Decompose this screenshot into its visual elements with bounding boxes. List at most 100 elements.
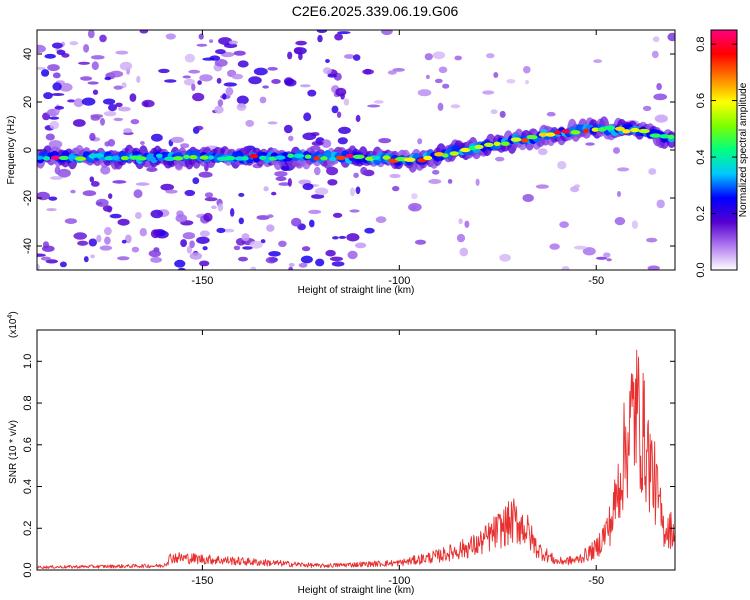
noise-blob	[183, 78, 195, 86]
noise-blob	[107, 139, 116, 147]
noise-blob	[263, 186, 269, 192]
noise-blob	[651, 50, 659, 59]
colorbar-tick-label: 0.4	[695, 149, 707, 164]
noise-blob	[175, 214, 188, 223]
noise-blob	[228, 40, 238, 45]
noise-blob	[438, 66, 448, 74]
noise-blob	[46, 208, 57, 212]
noise-blob	[115, 102, 123, 108]
noise-blob	[204, 192, 214, 198]
noise-blob	[585, 142, 595, 146]
ridge-core	[111, 155, 120, 160]
noise-blob	[656, 83, 662, 91]
colorbar-tick-label: 0.6	[695, 93, 707, 108]
noise-blob	[295, 40, 307, 46]
ridge-core	[293, 153, 305, 158]
noise-blob	[447, 179, 453, 184]
noise-blob	[99, 34, 107, 43]
noise-blob	[70, 189, 76, 194]
noise-blob	[211, 205, 217, 210]
noise-blob	[546, 111, 556, 117]
y-tick-label: 0	[22, 147, 34, 153]
noise-blob	[331, 105, 339, 114]
noise-blob	[77, 240, 89, 246]
noise-blob	[327, 179, 338, 186]
noise-blob	[109, 213, 122, 219]
snr-frame	[36, 329, 676, 571]
noise-blob	[288, 266, 294, 270]
noise-blob	[135, 212, 142, 219]
noise-blob	[236, 103, 247, 111]
noise-blob	[56, 49, 66, 56]
ridge-core	[668, 134, 675, 140]
ridge-core	[242, 156, 249, 161]
colorbar-label: Normalized spectral amplitude	[738, 82, 749, 217]
noise-blob	[428, 179, 442, 184]
noise-blob	[245, 119, 255, 127]
noise-blob	[414, 239, 427, 245]
ridge-core	[591, 127, 599, 132]
y-tick-label: 0.4	[22, 479, 34, 494]
noise-blob	[150, 209, 164, 219]
ridge-core	[304, 154, 312, 159]
ridge-core	[208, 155, 215, 160]
y-tick-label: 0.8	[22, 395, 34, 410]
noise-blob	[37, 66, 46, 70]
noise-blob	[595, 256, 608, 260]
noise-blob	[260, 239, 266, 244]
noise-blob	[100, 165, 111, 175]
noise-blob	[288, 262, 295, 267]
noise-blob	[311, 141, 324, 146]
ridge-core	[449, 151, 460, 156]
noise-blob	[37, 191, 50, 201]
colorbar-axes: 0.0 0.2 0.4 0.6 0.8	[695, 36, 737, 278]
noise-blob	[222, 93, 227, 100]
noise-blob	[108, 193, 113, 199]
noise-blob	[103, 98, 116, 105]
y-tick-label: 0.2	[22, 521, 34, 536]
noise-blob	[186, 245, 193, 254]
noise-blob	[303, 112, 312, 122]
noise-blob	[192, 177, 200, 185]
noise-blob	[182, 75, 191, 79]
noise-blob	[249, 240, 263, 249]
noise-blob	[613, 147, 620, 154]
noise-blob	[321, 139, 332, 148]
noise-blob	[338, 126, 351, 134]
noise-blob	[141, 99, 155, 108]
ridge-core	[313, 156, 320, 161]
ridge-core	[638, 128, 650, 134]
noise-blob	[316, 30, 328, 34]
noise-blob	[301, 246, 311, 252]
noise-blob	[499, 110, 506, 118]
noise-blob	[646, 237, 658, 243]
noise-blob	[204, 197, 218, 202]
noise-blob	[231, 73, 244, 80]
noise-blob	[347, 250, 358, 260]
noise-blob	[196, 43, 208, 47]
noise-blob	[330, 256, 343, 262]
noise-blob	[266, 224, 275, 232]
noise-blob	[300, 255, 313, 264]
snr-axes: -150 -100 -50 0.0 0.2 0.4 0.6 0.8 1.0	[22, 330, 675, 587]
noise-blob	[45, 259, 58, 264]
noise-blob	[656, 199, 665, 209]
y-tick-label: -20	[22, 190, 34, 206]
noise-blob	[215, 49, 226, 55]
ridge-core	[163, 156, 176, 161]
noise-blob	[83, 256, 89, 263]
noise-blob	[268, 251, 281, 257]
noise-blob	[325, 59, 330, 63]
colorbar-tick-label: 0.2	[695, 206, 707, 221]
noise-blob	[118, 106, 131, 112]
noise-blob	[334, 33, 343, 41]
noise-blob	[353, 54, 361, 61]
ridge-core	[553, 130, 562, 135]
noise-blob	[274, 171, 288, 177]
noise-blob	[140, 141, 145, 145]
noise-blob	[642, 105, 652, 111]
noise-blob	[37, 253, 46, 257]
noise-blob	[582, 247, 596, 256]
noise-blob	[442, 83, 450, 89]
noise-blob	[454, 55, 463, 61]
